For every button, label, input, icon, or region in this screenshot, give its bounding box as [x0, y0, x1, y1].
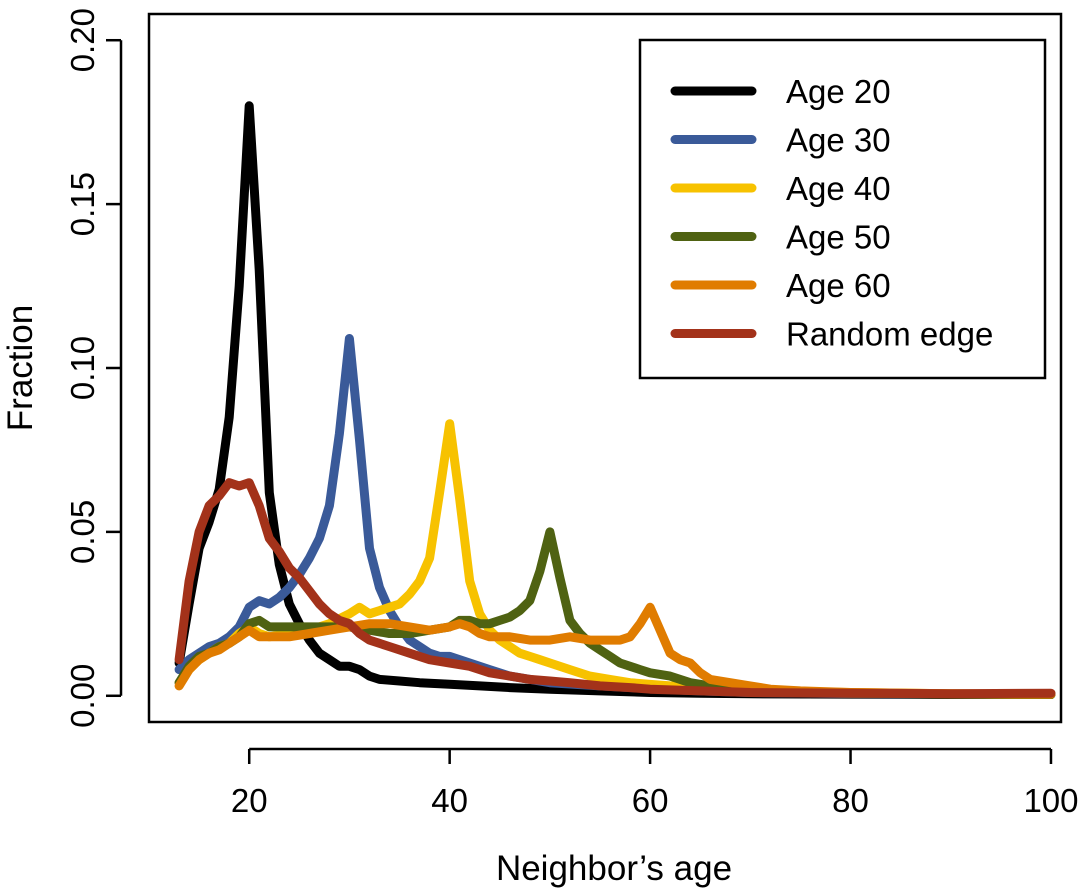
y-tick-label-2: 0.10 — [64, 336, 101, 400]
series-line-5 — [174, 478, 1056, 699]
x-tick-label-3: 80 — [832, 782, 869, 819]
y-tick-label-1: 0.05 — [64, 500, 101, 564]
legend-label-2: Age 40 — [786, 170, 891, 207]
y-axis-label: Fraction — [1, 305, 40, 431]
legend-label-4: Age 60 — [786, 267, 891, 304]
legend-label-1: Age 30 — [786, 122, 891, 159]
x-tick-label-0: 20 — [231, 782, 268, 819]
y-tick-label-3: 0.15 — [64, 172, 101, 236]
x-tick-label-1: 40 — [431, 782, 468, 819]
axis-layer: 20 40 60 80 100 0.00 0.05 0.10 0.15 0.20 — [64, 8, 1079, 819]
legend-label-0: Age 20 — [786, 73, 891, 110]
x-tick-label-4: 100 — [1023, 782, 1078, 819]
series-line-4 — [174, 602, 1056, 699]
legend-label-5: Random edge — [786, 316, 993, 353]
series-layer — [174, 101, 1056, 699]
plot-frame — [147, 12, 1063, 724]
legend-label-3: Age 50 — [786, 219, 891, 256]
y-tick-label-4: 0.20 — [64, 8, 101, 72]
legend: Age 20 Age 30 Age 40 Age 50 Age 60 Random edg… — [638, 38, 1047, 380]
y-tick-label-0: 0.00 — [64, 664, 101, 728]
series-line-3 — [174, 527, 1056, 699]
legend-items: Age 20 Age 30 Age 40 Age 50 Age 60 Random edg… — [670, 73, 993, 353]
x-tick-label-2: 60 — [632, 782, 669, 819]
x-axis-label: Neighbor’s age — [496, 849, 732, 888]
legend-box — [638, 38, 1047, 380]
